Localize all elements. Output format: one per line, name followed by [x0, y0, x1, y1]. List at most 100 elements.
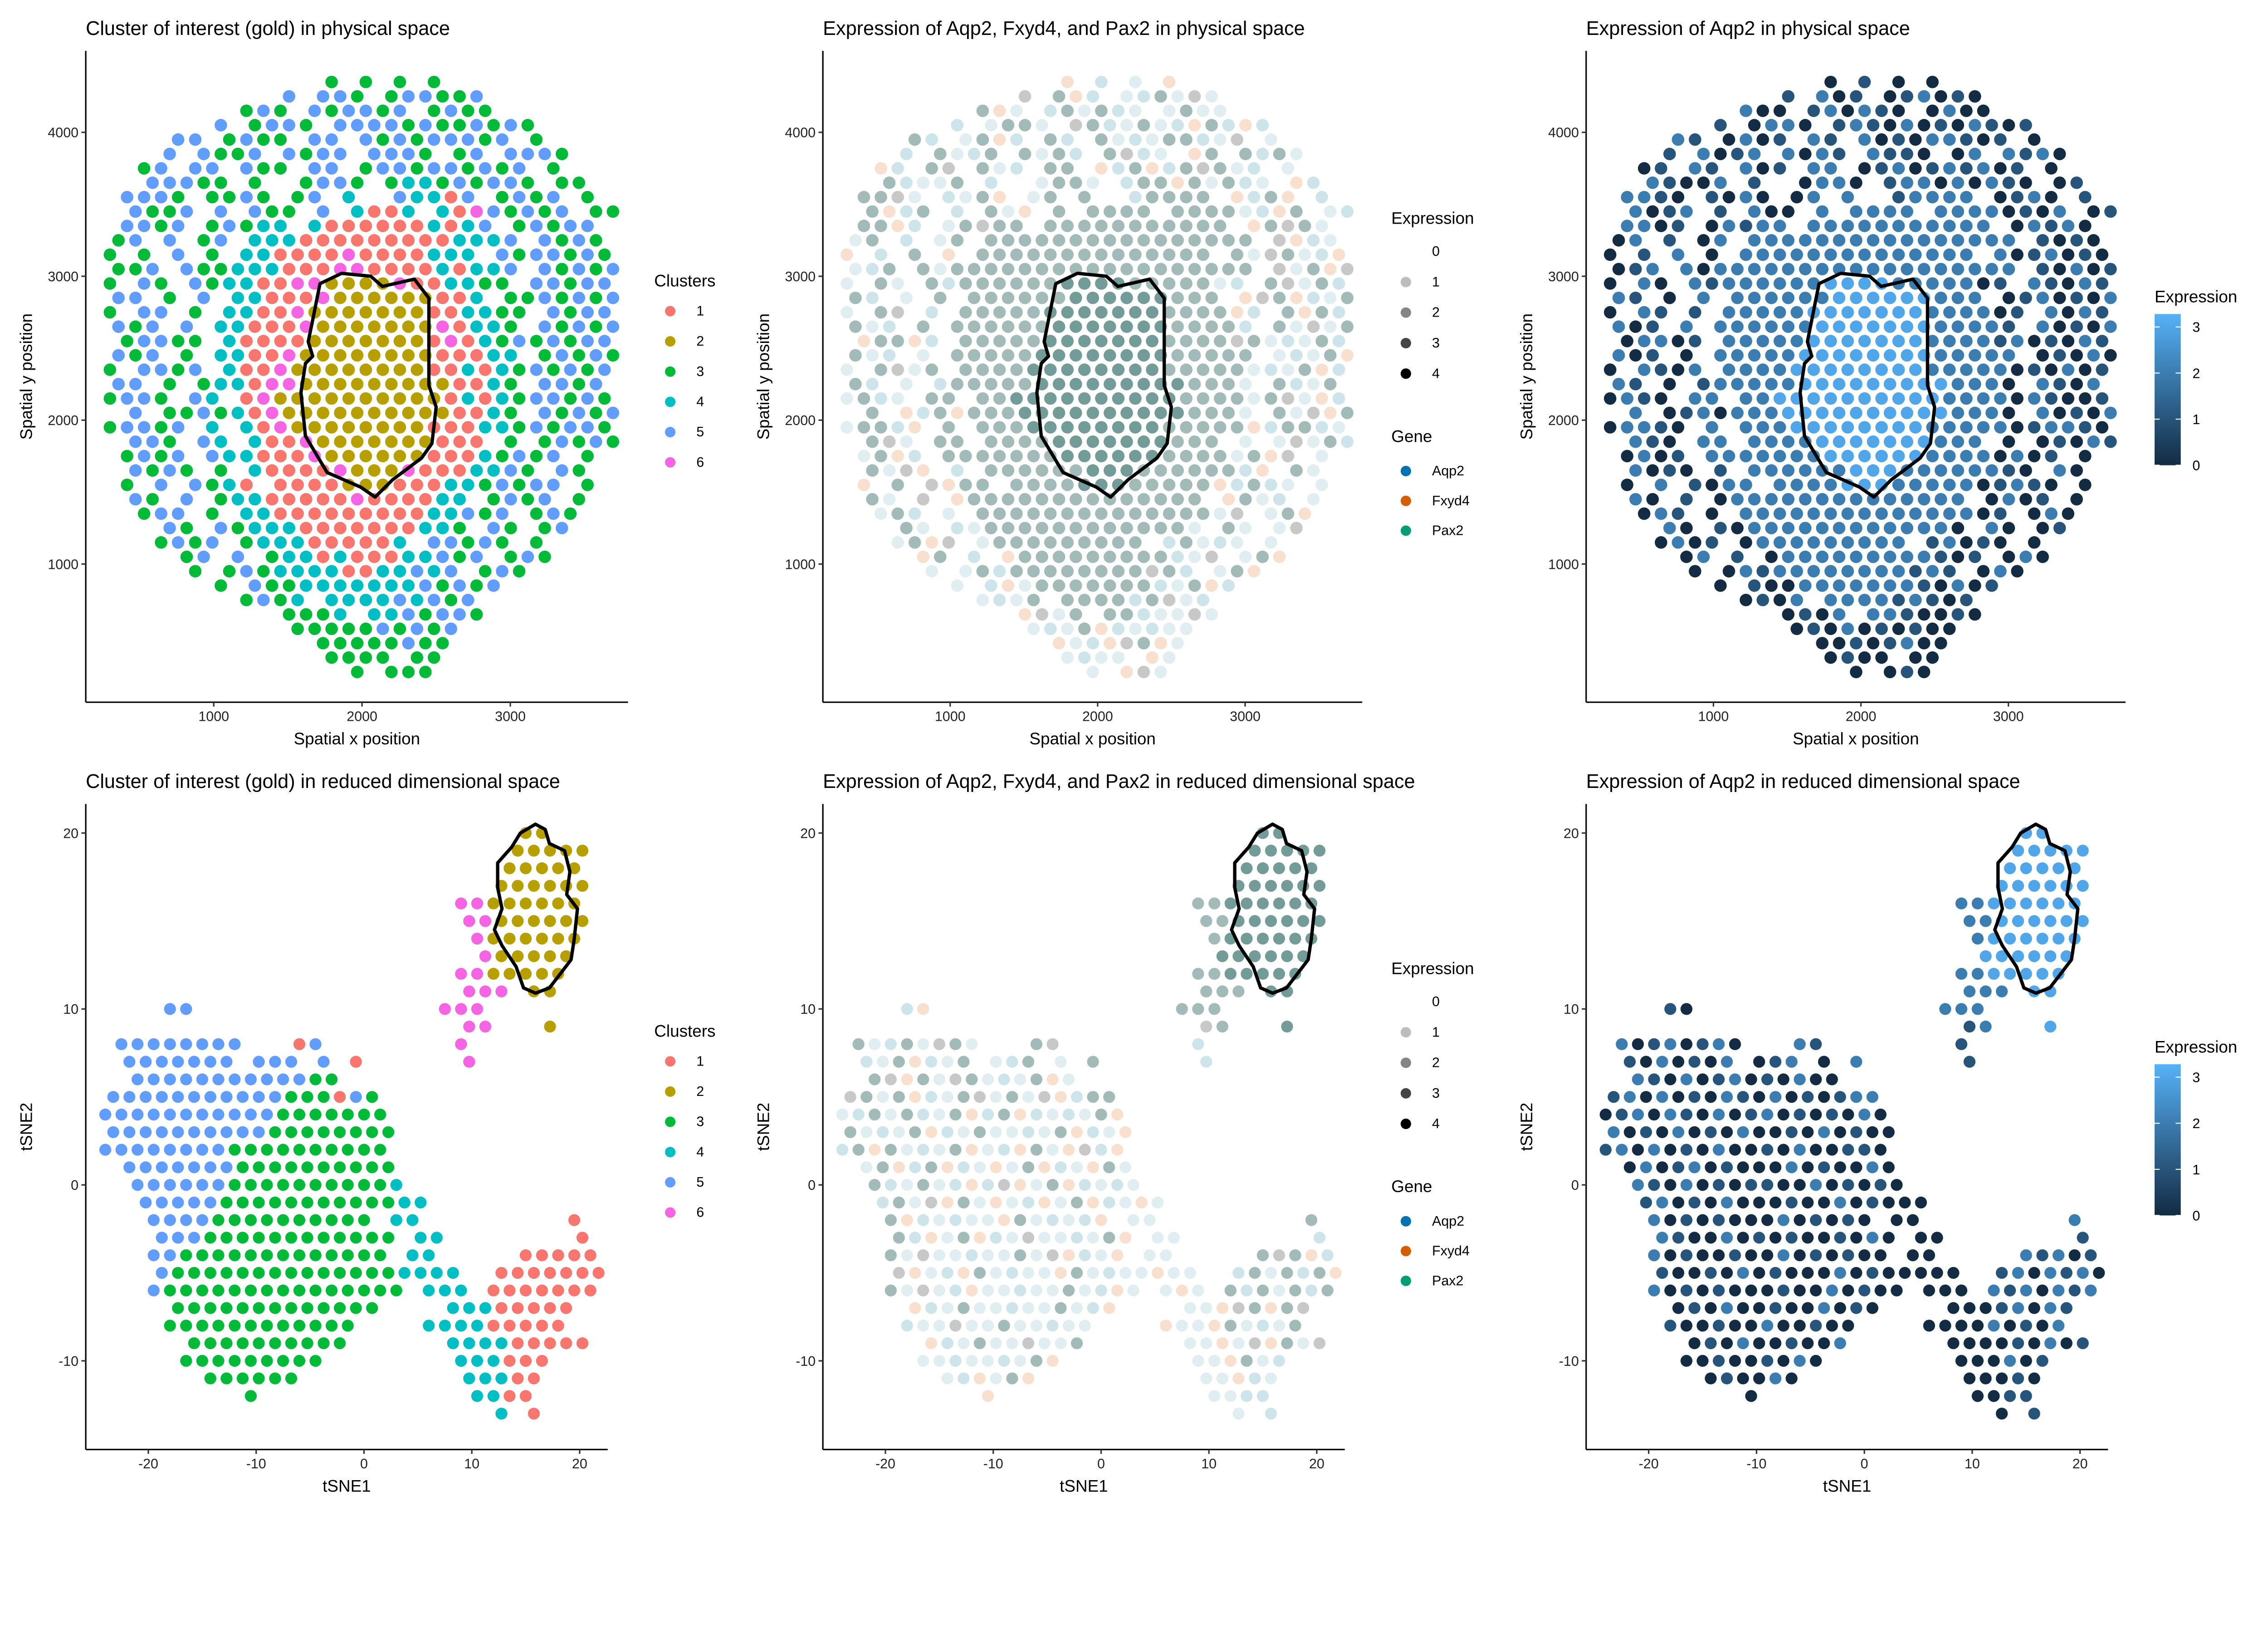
data-point-cluster-3: [1055, 1302, 1067, 1314]
data-point-cluster-3: [189, 306, 202, 319]
data-point-cluster-3: [2053, 147, 2066, 161]
data-point-cluster-1: [1834, 1091, 1846, 1103]
data-point-cluster-4: [1176, 1320, 1188, 1332]
data-point-cluster-5: [376, 162, 389, 175]
data-point-cluster-6: [495, 985, 508, 997]
data-point-cluster-3: [1769, 1232, 1782, 1244]
data-point-cluster-4: [1906, 1214, 1919, 1226]
data-point-cluster-5: [1926, 593, 1939, 606]
data-point-cluster-1: [1163, 363, 1176, 376]
data-point-cluster-1: [445, 450, 458, 463]
data-point-cluster-6: [1963, 985, 1976, 997]
data-point-cluster-3: [2019, 176, 2032, 189]
data-point-cluster-1: [560, 1302, 572, 1314]
data-point-cluster-3: [589, 320, 602, 333]
data-point-cluster-2: [1129, 363, 1142, 376]
data-point-cluster-3: [933, 1249, 945, 1261]
data-point-cluster-2: [528, 845, 540, 857]
data-point-cluster-4: [2002, 349, 2015, 362]
data-point-cluster-5: [1086, 119, 1100, 132]
data-point-cluster-5: [171, 507, 185, 520]
data-point-cluster-5: [334, 176, 347, 189]
data-point-cluster-5: [1052, 176, 1066, 189]
data-point-cluster-1: [1951, 205, 1965, 218]
data-point-cluster-5: [966, 1038, 978, 1051]
data-point-cluster-3: [1014, 1179, 1026, 1191]
data-point-cluster-2: [2028, 950, 2040, 963]
data-point-cluster-1: [1256, 1249, 1269, 1261]
data-point-cluster-5: [1188, 176, 1201, 189]
data-point-cluster-4: [985, 263, 997, 276]
data-point-cluster-3: [229, 1284, 241, 1297]
data-point-cluster-3: [325, 651, 338, 664]
data-point-cluster-2: [368, 378, 381, 391]
data-point-cluster-4: [1748, 464, 1761, 477]
data-point-cluster-3: [917, 550, 930, 563]
data-point-cluster-5: [2045, 277, 2058, 290]
data-point-cluster-5: [1239, 464, 1252, 477]
data-point-cluster-3: [1046, 1073, 1059, 1085]
data-point-cluster-3: [2028, 191, 2041, 204]
data-point-cluster-1: [976, 479, 989, 491]
data-point-cluster-3: [1782, 608, 1795, 621]
data-point-cluster-2: [1095, 363, 1108, 376]
data-point-cluster-6: [1971, 897, 1984, 909]
data-point-cluster-4: [1740, 248, 1752, 261]
data-point-cluster-3: [171, 335, 185, 347]
data-point-cluster-3: [1810, 1073, 1822, 1085]
data-point-cluster-1: [1765, 349, 1778, 362]
data-point-cluster-5: [229, 1038, 241, 1051]
data-point-cluster-3: [1324, 263, 1337, 276]
data-point-cluster-5: [934, 147, 947, 161]
data-point-cluster-3: [908, 363, 921, 376]
data-point-cluster-4: [968, 320, 981, 333]
data-point-cluster-5: [1324, 435, 1337, 448]
data-point-cluster-5: [1648, 1214, 1660, 1226]
data-point-cluster-3: [1850, 637, 1862, 650]
data-point-cluster-5: [1740, 133, 1752, 146]
data-point-cluster-4: [942, 421, 955, 434]
data-point-cluster-3: [530, 335, 543, 347]
data-point-cluster-3: [2011, 565, 2024, 578]
data-point-cluster-3: [301, 1161, 313, 1173]
data-point-cluster-3: [1740, 536, 1752, 549]
y-tick-label: 10: [63, 1002, 78, 1017]
data-point-cluster-1: [393, 220, 406, 232]
data-point-cluster-1: [1112, 248, 1125, 261]
data-point-cluster-1: [2093, 1266, 2105, 1279]
data-point-cluster-4: [1706, 392, 1718, 405]
data-point-cluster-3: [244, 1354, 257, 1367]
data-point-cluster-3: [419, 608, 432, 621]
legend-key-expression-4: [1400, 368, 1411, 379]
data-point-cluster-5: [860, 1091, 873, 1103]
data-point-cluster-4: [1086, 579, 1100, 592]
data-point-cluster-1: [299, 493, 313, 506]
data-point-cluster-2: [1824, 392, 1837, 405]
data-point-cluster-2: [1137, 349, 1150, 362]
data-point-cluster-3: [1714, 579, 1727, 592]
data-point-cluster-1: [1052, 550, 1066, 563]
data-point-cluster-4: [985, 234, 997, 247]
data-point-cluster-4: [1875, 565, 1888, 578]
data-point-cluster-3: [538, 349, 551, 362]
data-point-cluster-3: [998, 1354, 1010, 1367]
data-point-cluster-5: [196, 1214, 208, 1226]
data-point-cluster-5: [901, 1249, 913, 1261]
data-point-cluster-3: [973, 1196, 986, 1209]
data-point-cluster-3: [1951, 119, 1965, 132]
data-point-cluster-5: [968, 550, 981, 563]
x-tick-label: 1000: [935, 709, 966, 724]
data-point-cluster-3: [1722, 191, 1735, 204]
data-point-cluster-3: [1818, 1266, 1830, 1279]
data-point-cluster-5: [461, 191, 474, 204]
data-point-cluster-1: [1018, 435, 1031, 448]
data-point-cluster-3: [1239, 550, 1252, 563]
data-point-cluster-3: [1826, 1320, 1838, 1332]
data-point-cluster-5: [998, 1073, 1010, 1085]
data-point-cluster-5: [2079, 421, 2092, 434]
data-point-cluster-2: [411, 363, 424, 376]
data-point-cluster-3: [966, 1320, 978, 1332]
data-point-cluster-4: [1748, 522, 1761, 534]
data-point-cluster-4: [334, 550, 347, 563]
data-point-cluster-5: [164, 1214, 176, 1226]
